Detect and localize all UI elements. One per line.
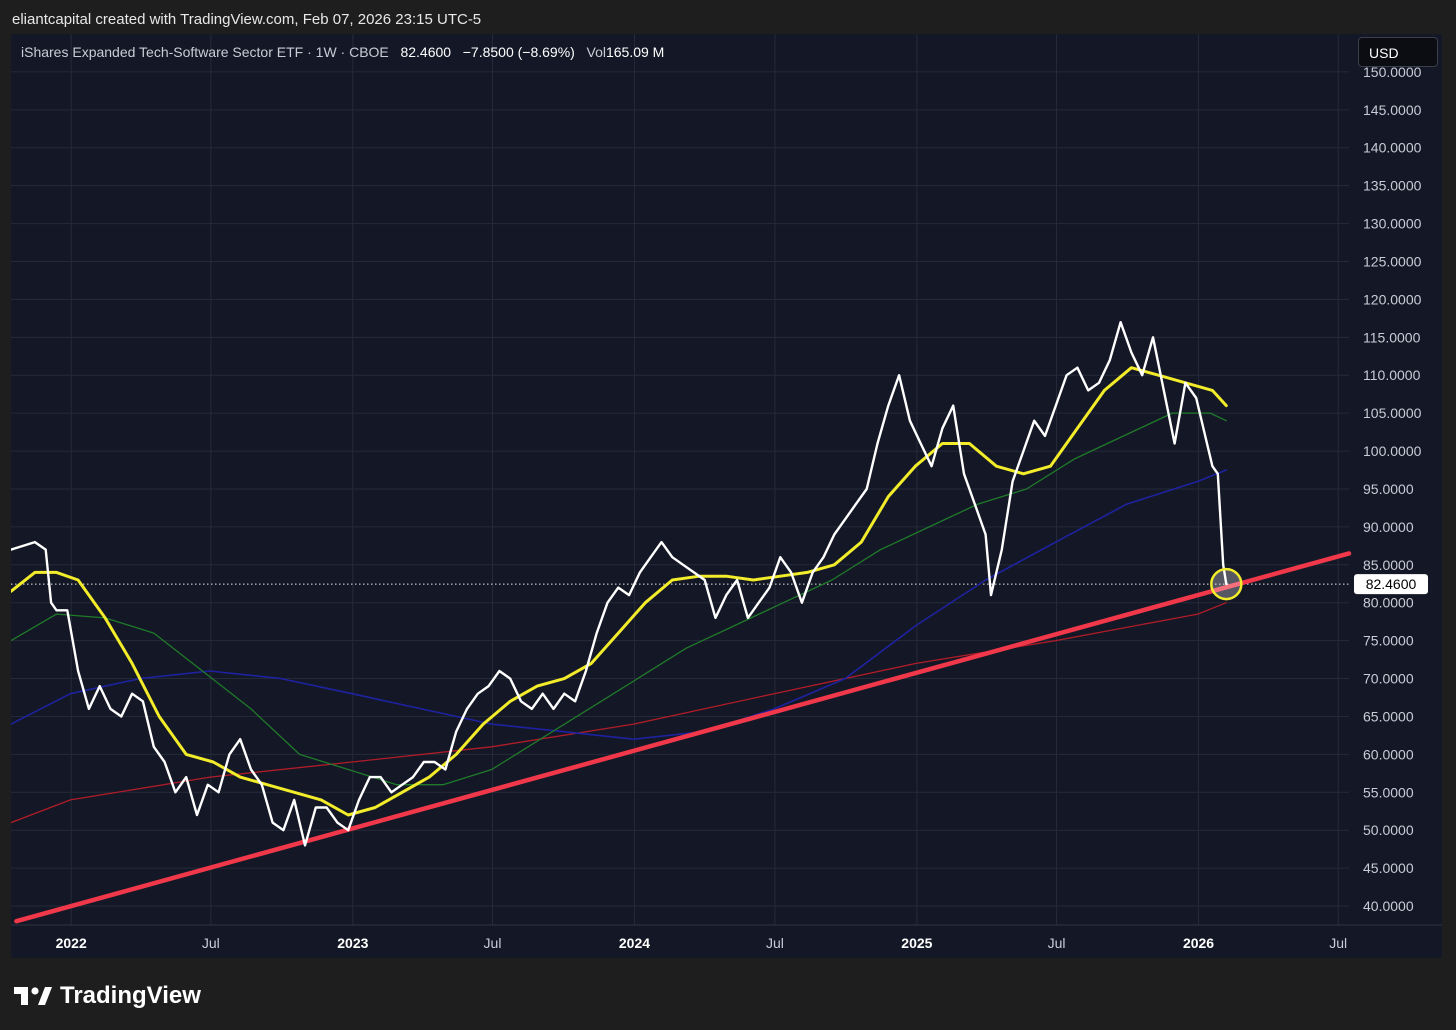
y-tick-label: 55.0000 xyxy=(1363,784,1414,800)
x-tick-label: Jul xyxy=(484,935,502,951)
x-tick-label: 2024 xyxy=(619,935,650,951)
symbol-name: iShares Expanded Tech-Software Sector ET… xyxy=(21,44,389,60)
x-tick-label: 2022 xyxy=(56,935,87,951)
y-tick-label: 90.0000 xyxy=(1363,519,1414,535)
ma-yellow-series xyxy=(11,366,1228,817)
tradingview-logo-icon xyxy=(14,987,52,1005)
series-layer xyxy=(11,321,1352,924)
chart-attribution: eliantcapital created with TradingView.c… xyxy=(12,11,482,28)
highlight-circle xyxy=(1210,567,1243,601)
chart-area[interactable]: 40.0000 45.0000 50.0000 55.0000 60.0000 65.00… xyxy=(11,34,1442,958)
current-price-label: 82.4600 xyxy=(1366,576,1417,592)
y-tick-label: 130.0000 xyxy=(1363,216,1422,232)
y-tick-label: 145.0000 xyxy=(1363,102,1422,118)
price-chart[interactable]: 40.0000 45.0000 50.0000 55.0000 60.0000 65.00… xyxy=(11,34,1442,958)
grid xyxy=(11,34,1442,926)
y-tick-label: 135.0000 xyxy=(1363,178,1422,194)
y-tick-label: 65.0000 xyxy=(1363,708,1414,724)
legend-change: −7.8500 (−8.69%) xyxy=(462,44,575,60)
x-tick-label: 2023 xyxy=(337,935,368,951)
trendline-series xyxy=(14,551,1352,924)
y-tick-label: 85.0000 xyxy=(1363,557,1414,573)
tradingview-brand: TradingView xyxy=(60,982,201,1009)
y-tick-label: 75.0000 xyxy=(1363,633,1414,649)
y-tick-label: 105.0000 xyxy=(1363,405,1422,421)
y-tick-label: 45.0000 xyxy=(1363,860,1414,876)
y-tick-label: 110.0000 xyxy=(1363,367,1421,383)
y-tick-label: 60.0000 xyxy=(1363,746,1414,762)
x-tick-label: Jul xyxy=(202,935,220,951)
currency-button[interactable]: USD xyxy=(1358,37,1438,67)
ma-blue-series xyxy=(11,469,1228,740)
legend-price: 82.4600 xyxy=(400,44,452,60)
x-tick-label: Jul xyxy=(1048,935,1066,951)
y-tick-label: 50.0000 xyxy=(1363,822,1414,838)
y-tick-label: 100.0000 xyxy=(1363,443,1422,459)
y-tick-label: 40.0000 xyxy=(1363,898,1414,914)
y-tick-label: 120.0000 xyxy=(1363,291,1422,307)
ma-red-series xyxy=(11,602,1227,824)
price-series xyxy=(11,321,1228,847)
y-tick-label: 140.0000 xyxy=(1363,140,1422,156)
y-tick-label: 70.0000 xyxy=(1363,671,1414,687)
symbol-legend: iShares Expanded Tech-Software Sector ET… xyxy=(21,44,664,60)
y-tick-label: 150.0000 xyxy=(1363,64,1422,80)
y-tick-label: 125.0000 xyxy=(1363,253,1422,269)
tradingview-footer: TradingView xyxy=(14,980,201,1012)
y-tick-label: 80.0000 xyxy=(1363,595,1414,611)
annotation-layer xyxy=(1210,567,1243,601)
x-tick-label: Jul xyxy=(1329,935,1347,951)
y-tick-label: 95.0000 xyxy=(1363,481,1414,497)
current-price-badge xyxy=(1354,574,1428,595)
axis-labels: 40.0000 45.0000 50.0000 55.0000 60.0000 65.00… xyxy=(56,64,1428,951)
y-tick-label: 115.0000 xyxy=(1363,329,1421,345)
x-tick-label: Jul xyxy=(766,935,784,951)
x-tick-label: 2026 xyxy=(1183,935,1214,951)
ma-green-series xyxy=(11,412,1227,786)
x-tick-label: 2025 xyxy=(901,935,932,951)
legend-vol-value: 165.09 M xyxy=(605,44,665,60)
legend-vol-label: Vol xyxy=(586,44,606,60)
